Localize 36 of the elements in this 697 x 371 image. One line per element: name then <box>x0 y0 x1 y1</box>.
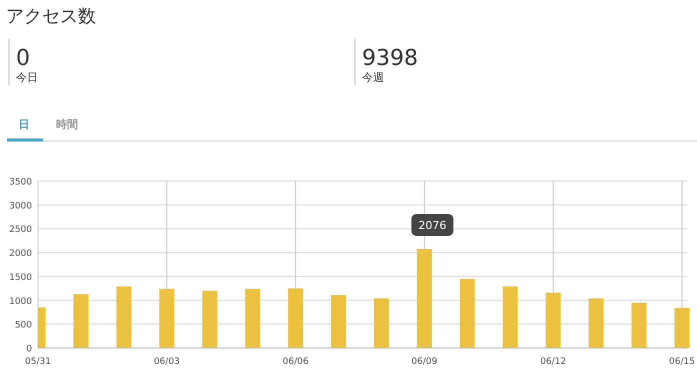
y-tick-label: 3500 <box>9 178 32 188</box>
annotation: 2076 <box>418 218 446 232</box>
x-tick-label: 06/06 <box>282 357 309 367</box>
bar <box>460 278 475 348</box>
text: 今日 <box>16 71 38 84</box>
bar <box>73 294 88 348</box>
bar <box>416 248 432 348</box>
text: 9398 <box>362 46 418 71</box>
text: アクセス数 <box>6 6 96 27</box>
y-tick-label: 3000 <box>9 201 32 212</box>
x-tick-label: 06/12 <box>540 357 566 367</box>
y-tick-label: 500 <box>14 320 32 331</box>
bar <box>546 292 561 348</box>
bar <box>116 286 132 348</box>
y-tick-label: 1500 <box>9 272 32 283</box>
bar <box>588 298 604 348</box>
y-tick-label: 0 <box>26 344 32 354</box>
bar <box>202 290 218 348</box>
bar <box>502 286 518 348</box>
bar <box>159 288 174 348</box>
y-tick-label: 1000 <box>9 296 32 307</box>
x-tick-label: 06/09 <box>411 357 438 367</box>
y-tick-label: 2000 <box>9 249 32 260</box>
x-tick-label: 06/15 <box>669 357 695 367</box>
text: 今週 <box>362 71 384 84</box>
x-tick-label: 05/31 <box>25 357 51 367</box>
bar <box>331 295 346 348</box>
text: 時間 <box>56 118 78 131</box>
bar <box>288 288 304 348</box>
bar <box>245 288 260 348</box>
x-tick-label: 06/03 <box>154 357 180 367</box>
bar <box>674 308 690 348</box>
y-tick-label: 2500 <box>9 225 32 236</box>
text: 日 <box>18 118 30 131</box>
bar <box>374 298 389 348</box>
bar <box>632 302 647 348</box>
